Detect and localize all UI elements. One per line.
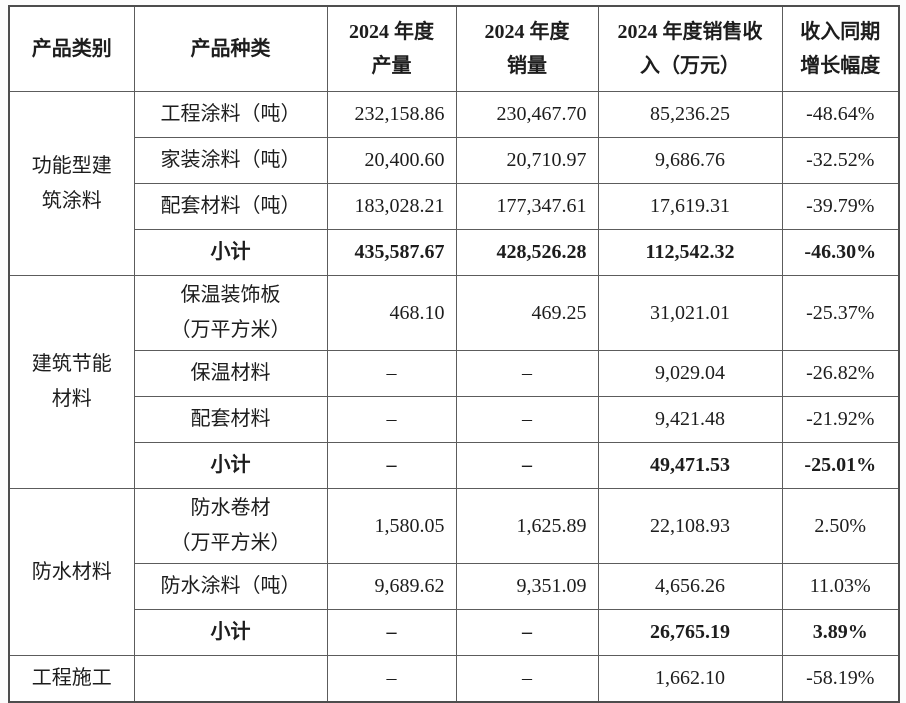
growth-cell: -21.92% xyxy=(781,396,900,443)
table-row: 小计 – –49,471.53 -25.01% xyxy=(9,442,900,489)
sales-cell: 428,526.28 xyxy=(455,229,599,276)
revenue-cell: 9,029.04 xyxy=(597,350,783,397)
product-type-cell: 家装涂料（吨） xyxy=(133,137,328,184)
growth-cell: 2.50% xyxy=(781,488,900,564)
growth-cell: 11.03% xyxy=(781,563,900,610)
revenue-cell: 26,765.19 xyxy=(597,609,783,656)
growth-cell: -25.37% xyxy=(781,275,900,351)
growth-cell: -32.52% xyxy=(781,137,900,184)
revenue-cell: 17,619.31 xyxy=(597,183,783,230)
growth-cell: -48.64% xyxy=(781,91,900,138)
production-cell: 468.10 xyxy=(326,275,457,351)
revenue-cell: 22,108.93 xyxy=(597,488,783,564)
table-body: 功能型建 筑涂料 工程涂料（吨） 232,158.86 230,467.70 85,23… xyxy=(8,91,900,703)
header-product-category: 产品类别 xyxy=(8,5,135,92)
product-type-cell: 保温材料 xyxy=(133,350,328,397)
production-cell: 1,580.05 xyxy=(326,488,457,564)
sales-cell: – xyxy=(455,609,599,656)
table-row: 配套材料（吨） 183,028.21 177,347.61 17,619.31 -39.… xyxy=(9,183,900,230)
production-cell: 20,400.60 xyxy=(326,137,457,184)
product-type-cell: 保温装饰板 （万平方米） xyxy=(133,275,328,351)
table-row: 防水涂料（吨） 9,689.62 9,351.09 4,656.26 11.03% xyxy=(9,563,900,610)
table-row: 功能型建 筑涂料 工程涂料（吨） 232,158.86 230,467.70 85,23… xyxy=(8,91,900,276)
product-type-cell: 小计 xyxy=(133,229,328,276)
table-row: 建筑节能 材料 保温装饰板 （万平方米） 468.10 469.25 31,021.01… xyxy=(8,275,900,489)
production-cell: 183,028.21 xyxy=(326,183,457,230)
sales-cell: – xyxy=(455,655,599,703)
sales-cell: 9,351.09 xyxy=(455,563,599,610)
revenue-cell: 9,421.48 xyxy=(597,396,783,443)
production-cell: – xyxy=(326,655,457,703)
table-row: 防水材料 防水卷材 （万平方米） 1,580.05 1,625.89 22,108.93… xyxy=(8,488,900,656)
sales-cell: – xyxy=(455,396,599,443)
sales-cell: – xyxy=(455,350,599,397)
revenue-cell: 112,542.32 xyxy=(597,229,783,276)
production-cell: – xyxy=(326,350,457,397)
growth-cell: -39.79% xyxy=(781,183,900,230)
production-cell: – xyxy=(326,442,457,489)
header-revenue-growth: 收入同期 增长幅度 xyxy=(781,5,900,92)
product-type-cell xyxy=(133,655,328,703)
production-cell: – xyxy=(326,396,457,443)
sales-cell: – xyxy=(455,442,599,489)
header-sales-revenue-2024: 2024 年度销售收 入（万元） xyxy=(597,5,783,92)
revenue-cell: 31,021.01 xyxy=(597,275,783,351)
revenue-cell: 85,236.25 xyxy=(597,91,783,138)
revenue-cell: 4,656.26 xyxy=(597,563,783,610)
category-cell: 建筑节能 材料 xyxy=(8,275,135,489)
header-row: 产品类别 产品种类 2024 年度 产量 2024 年度 销量 2024 年度销… xyxy=(8,5,900,92)
category-cell: 功能型建 筑涂料 xyxy=(8,91,135,276)
growth-cell: 3.89% xyxy=(781,609,900,656)
growth-cell: -26.82% xyxy=(781,350,900,397)
sales-cell: 177,347.61 xyxy=(455,183,599,230)
revenue-cell: 1,662.10 xyxy=(597,655,783,703)
growth-cell: -58.19% xyxy=(781,655,900,703)
header-product-type: 产品种类 xyxy=(133,5,328,92)
table-row: 小计 435,587.67 428,526.28 112,542.32 -46.30% xyxy=(9,229,900,276)
table-row: 家装涂料（吨） 20,400.60 20,710.97 9,686.76 -32.52% xyxy=(9,137,900,184)
product-type-cell: 配套材料（吨） xyxy=(133,183,328,230)
sales-cell: 20,710.97 xyxy=(455,137,599,184)
sales-cell: 469.25 xyxy=(455,275,599,351)
table-row: 保温材料 – –9,029.04 -26.82% xyxy=(9,350,900,397)
sales-cell: 230,467.70 xyxy=(455,91,599,138)
product-type-cell: 工程涂料（吨） xyxy=(133,91,328,138)
production-cell: 435,587.67 xyxy=(326,229,457,276)
sales-cell: 1,625.89 xyxy=(455,488,599,564)
table-row: 小计 – –26,765.19 3.89% xyxy=(9,609,900,656)
growth-cell: -46.30% xyxy=(781,229,900,276)
revenue-cell: 9,686.76 xyxy=(597,137,783,184)
category-cell: 工程施工 xyxy=(8,655,135,703)
product-type-cell: 防水卷材 （万平方米） xyxy=(133,488,328,564)
header-production-2024: 2024 年度 产量 xyxy=(326,5,457,92)
product-type-cell: 防水涂料（吨） xyxy=(133,563,328,610)
production-cell: 232,158.86 xyxy=(326,91,457,138)
production-cell: 9,689.62 xyxy=(326,563,457,610)
production-cell: – xyxy=(326,609,457,656)
product-type-cell: 配套材料 xyxy=(133,396,328,443)
table-row: 配套材料 – –9,421.48 -21.92% xyxy=(9,396,900,443)
product-sales-table: 产品类别 产品种类 2024 年度 产量 2024 年度 销量 2024 年度销… xyxy=(8,5,900,703)
header-sales-volume-2024: 2024 年度 销量 xyxy=(455,5,599,92)
category-cell: 防水材料 xyxy=(8,488,135,656)
table-row: 工程施工 – –1,662.10 -58.19% xyxy=(8,655,900,703)
revenue-cell: 49,471.53 xyxy=(597,442,783,489)
growth-cell: -25.01% xyxy=(781,442,900,489)
product-type-cell: 小计 xyxy=(133,442,328,489)
product-type-cell: 小计 xyxy=(133,609,328,656)
